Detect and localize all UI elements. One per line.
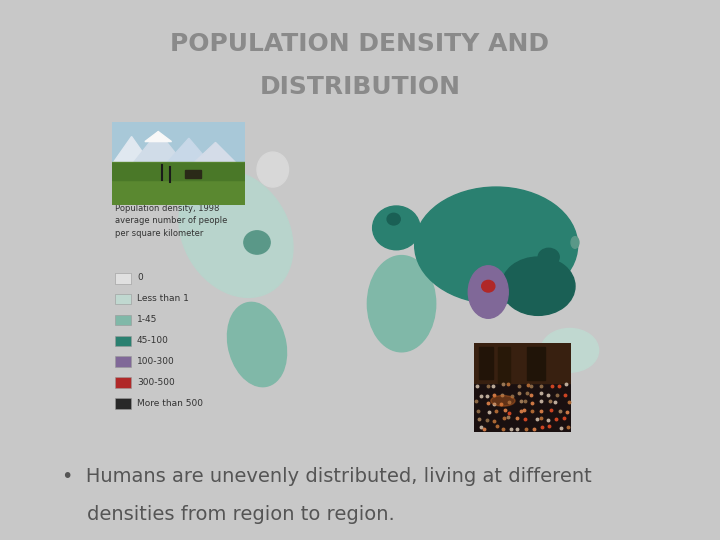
Ellipse shape bbox=[415, 187, 577, 303]
Text: 300-500: 300-500 bbox=[137, 377, 175, 387]
Ellipse shape bbox=[244, 231, 270, 254]
Polygon shape bbox=[165, 138, 212, 165]
Ellipse shape bbox=[501, 257, 575, 315]
Ellipse shape bbox=[257, 152, 289, 187]
Text: POPULATION DENSITY AND: POPULATION DENSITY AND bbox=[171, 32, 549, 56]
Bar bbox=[112, 122, 245, 165]
Bar bbox=[114, 273, 130, 284]
Bar bbox=[114, 294, 130, 305]
Text: 45-100: 45-100 bbox=[137, 336, 168, 345]
Text: densities from region to region.: densities from region to region. bbox=[63, 505, 395, 524]
Text: 0: 0 bbox=[137, 273, 143, 282]
Text: DISTRIBUTION: DISTRIBUTION bbox=[259, 75, 461, 99]
Text: Population density, 1998
average number of people
per square kilometer: Population density, 1998 average number … bbox=[114, 204, 227, 238]
Bar bbox=[114, 377, 130, 388]
Text: Less than 1: Less than 1 bbox=[137, 294, 189, 303]
Ellipse shape bbox=[373, 206, 420, 249]
Ellipse shape bbox=[387, 213, 400, 225]
Text: More than 500: More than 500 bbox=[137, 399, 203, 408]
Bar bbox=[479, 347, 493, 379]
Bar bbox=[498, 347, 510, 383]
Ellipse shape bbox=[482, 280, 495, 292]
Polygon shape bbox=[145, 132, 171, 141]
Ellipse shape bbox=[491, 395, 515, 406]
Bar bbox=[114, 335, 130, 346]
Ellipse shape bbox=[179, 170, 293, 298]
Polygon shape bbox=[192, 143, 238, 165]
Ellipse shape bbox=[571, 237, 579, 248]
Bar bbox=[474, 343, 571, 383]
Bar bbox=[114, 356, 130, 367]
Ellipse shape bbox=[539, 248, 559, 266]
Bar bbox=[112, 161, 245, 205]
Text: •  Humans are unevenly distributed, living at different: • Humans are unevenly distributed, livin… bbox=[63, 467, 593, 486]
Bar bbox=[114, 399, 130, 409]
Bar bbox=[112, 163, 245, 180]
Polygon shape bbox=[112, 137, 152, 165]
Ellipse shape bbox=[228, 302, 287, 387]
Bar bbox=[185, 170, 201, 178]
Ellipse shape bbox=[468, 266, 508, 318]
Text: 100-300: 100-300 bbox=[137, 357, 175, 366]
Text: 1-45: 1-45 bbox=[137, 315, 157, 324]
Polygon shape bbox=[132, 132, 185, 165]
Bar bbox=[527, 347, 545, 380]
Bar bbox=[114, 315, 130, 325]
Ellipse shape bbox=[541, 328, 598, 372]
Ellipse shape bbox=[367, 255, 436, 352]
